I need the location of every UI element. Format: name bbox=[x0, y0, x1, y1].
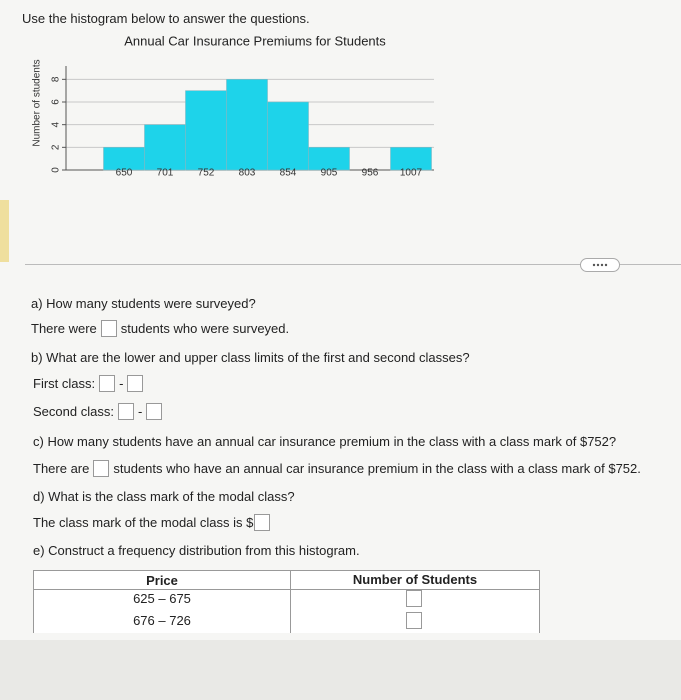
bar bbox=[390, 147, 432, 171]
answer-box[interactable] bbox=[406, 612, 422, 629]
bar bbox=[144, 124, 186, 171]
answer-box[interactable] bbox=[406, 590, 422, 607]
question-prompt: c) How many students have an annual car … bbox=[33, 434, 617, 449]
answer-box[interactable] bbox=[99, 375, 116, 392]
answer-row: There are students who have an annual car… bbox=[33, 460, 641, 477]
table-header: Price bbox=[146, 573, 178, 588]
y-tick-label: 2 bbox=[51, 144, 62, 150]
answer-box[interactable] bbox=[254, 514, 271, 531]
question-prompt: a) How many students were surveyed? bbox=[31, 296, 256, 311]
question-prompt: e) Construct a frequency distribution fr… bbox=[33, 543, 360, 558]
dots-icon bbox=[592, 263, 608, 267]
bar bbox=[226, 79, 268, 171]
answer-box[interactable] bbox=[127, 375, 144, 392]
table-rule bbox=[290, 571, 291, 633]
side-strip bbox=[0, 200, 9, 262]
x-tick-label: 1007 bbox=[400, 168, 423, 179]
table-cell: 676 – 726 bbox=[133, 613, 191, 628]
bar bbox=[308, 147, 350, 171]
divider bbox=[25, 264, 681, 265]
bar bbox=[185, 90, 227, 171]
frequency-table: Price Number of Students 625 – 675 676 –… bbox=[33, 570, 540, 633]
expand-button[interactable] bbox=[580, 258, 620, 272]
y-axis-label: Number of students bbox=[32, 59, 43, 146]
instruction: Use the histogram below to answer the qu… bbox=[22, 11, 310, 26]
x-tick-label: 956 bbox=[362, 168, 379, 179]
answer-row: Second class: - bbox=[33, 403, 163, 420]
question-prompt: b) What are the lower and upper class li… bbox=[31, 350, 470, 365]
answer-row: There were students who were surveyed. bbox=[31, 320, 289, 337]
x-tick-label: 803 bbox=[239, 168, 256, 179]
separator: - bbox=[119, 376, 124, 391]
table-rule bbox=[34, 589, 539, 590]
answer-text: The class mark of the modal class is $ bbox=[33, 515, 254, 530]
x-tick-label: 752 bbox=[198, 168, 215, 179]
bottom-area bbox=[0, 640, 681, 700]
answer-text: students who were surveyed. bbox=[120, 321, 290, 336]
y-tick-label: 0 bbox=[51, 167, 62, 173]
table-header: Number of Students bbox=[352, 572, 478, 587]
x-tick-label: 650 bbox=[116, 168, 133, 179]
answer-text: First class: bbox=[33, 376, 96, 391]
answer-row: First class: - bbox=[33, 375, 144, 392]
answer-text: students who have an annual car insuranc… bbox=[113, 461, 641, 476]
answer-box[interactable] bbox=[146, 403, 163, 420]
question-prompt: d) What is the class mark of the modal c… bbox=[33, 489, 295, 504]
bar bbox=[103, 147, 145, 171]
x-tick-label: 854 bbox=[280, 168, 297, 179]
y-tick-label: 6 bbox=[51, 99, 62, 105]
answer-box[interactable] bbox=[93, 460, 110, 477]
answer-row: The class mark of the modal class is $ bbox=[33, 514, 271, 531]
answer-box[interactable] bbox=[100, 320, 117, 337]
separator: - bbox=[137, 404, 143, 419]
y-tick-label: 8 bbox=[51, 76, 62, 82]
bar bbox=[267, 101, 309, 171]
histogram: Annual Car Insurance Premiums for Studen… bbox=[32, 33, 434, 179]
table-cell: 625 – 675 bbox=[133, 591, 191, 606]
answer-text: There are bbox=[33, 461, 90, 476]
answer-text: Second class: bbox=[33, 404, 114, 419]
answer-box[interactable] bbox=[117, 403, 134, 420]
answer-text: There were bbox=[31, 321, 97, 336]
x-tick-label: 701 bbox=[157, 168, 174, 179]
x-tick-label: 905 bbox=[321, 168, 338, 179]
y-tick-label: 4 bbox=[51, 121, 62, 127]
chart-title: Annual Car Insurance Premiums for Studen… bbox=[124, 33, 386, 48]
